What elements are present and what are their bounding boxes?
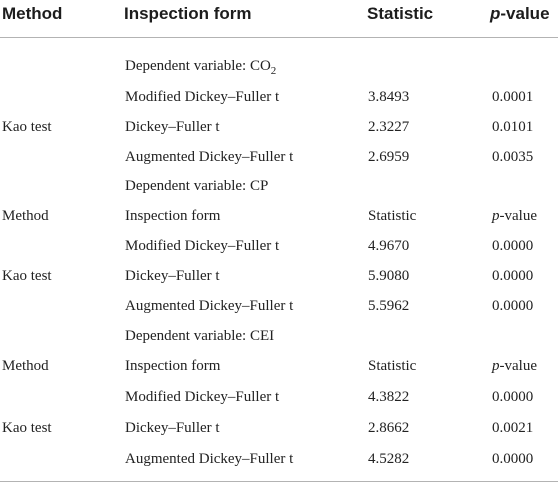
table-cell-form: Modified Dickey–Fuller t xyxy=(125,389,280,405)
dependent-variable-subscript: 2 xyxy=(270,65,277,77)
subheader-p-suffix: -value xyxy=(499,208,537,224)
table-cell-method: Kao test xyxy=(2,268,52,284)
table-cell-statistic: 4.5282 xyxy=(368,451,410,467)
header-p-value: p-value xyxy=(490,4,550,24)
table-cell-p-value: 0.0000 xyxy=(492,389,534,405)
header-inspection-form: Inspection form xyxy=(124,4,252,23)
dependent-variable-label: Dependent variable: CEI xyxy=(125,328,275,344)
table-cell-form: Augmented Dickey–Fuller t xyxy=(125,298,294,314)
header-p-suffix: -value xyxy=(500,4,550,23)
table-cell-form: Modified Dickey–Fuller t xyxy=(125,89,280,105)
table-cell-statistic: 3.8493 xyxy=(368,89,410,105)
table-header: Method Inspection form Statistic p-value xyxy=(0,0,558,38)
table-cell-statistic: 2.3227 xyxy=(368,119,410,135)
table-cell-p-value: 0.0000 xyxy=(492,298,534,314)
header-p-italic: p xyxy=(490,4,501,23)
subheader-method: Method xyxy=(2,208,49,224)
subheader-p-italic: p xyxy=(492,208,500,224)
table-cell-form: Dickey–Fuller t xyxy=(125,119,220,135)
header-method: Method xyxy=(2,4,63,23)
subheader-statistic: Statistic xyxy=(368,208,417,224)
table-cell-statistic: 5.9080 xyxy=(368,268,410,284)
table-cell-form: Dickey–Fuller t xyxy=(125,420,220,436)
subheader-p-suffix: -value xyxy=(499,358,537,374)
subheader-p-value: p-value xyxy=(492,358,537,375)
table-cell-statistic: 4.3822 xyxy=(368,389,410,405)
table-cell-p-value: 0.0021 xyxy=(492,420,534,436)
table-cell-p-value: 0.0000 xyxy=(492,451,534,467)
table-cell-p-value: 0.0000 xyxy=(492,238,534,254)
table-cell-p-value: 0.0001 xyxy=(492,89,534,105)
table-cell-statistic: 2.8662 xyxy=(368,420,410,436)
dependent-variable-label: Dependent variable: CP xyxy=(125,178,269,194)
table-cell-form: Augmented Dickey–Fuller t xyxy=(125,451,294,467)
table-cell-form: Augmented Dickey–Fuller t xyxy=(125,149,294,165)
table-bottom-rule xyxy=(0,481,558,482)
dependent-variable-text: Dependent variable: CO xyxy=(125,58,271,74)
subheader-statistic: Statistic xyxy=(368,358,417,374)
table-cell-statistic: 2.6959 xyxy=(368,149,410,165)
subheader-p-italic: p xyxy=(492,358,500,374)
table-cell-statistic: 5.5962 xyxy=(368,298,410,314)
table-cell-p-value: 0.0000 xyxy=(492,268,534,284)
table-cell-p-value: 0.0101 xyxy=(492,119,534,135)
dependent-variable-label: Dependent variable: CO2 xyxy=(125,58,276,77)
table-cell-method: Kao test xyxy=(2,119,52,135)
subheader-method: Method xyxy=(2,358,49,374)
table-cell-form: Dickey–Fuller t xyxy=(125,268,220,284)
subheader-p-value: p-value xyxy=(492,208,537,225)
subheader-inspection-form: Inspection form xyxy=(125,358,221,374)
table-cell-form: Modified Dickey–Fuller t xyxy=(125,238,280,254)
subheader-inspection-form: Inspection form xyxy=(125,208,221,224)
table-cell-method: Kao test xyxy=(2,420,52,436)
header-statistic: Statistic xyxy=(367,4,434,23)
table-cell-p-value: 0.0035 xyxy=(492,149,534,165)
table-cell-statistic: 4.9670 xyxy=(368,238,410,254)
